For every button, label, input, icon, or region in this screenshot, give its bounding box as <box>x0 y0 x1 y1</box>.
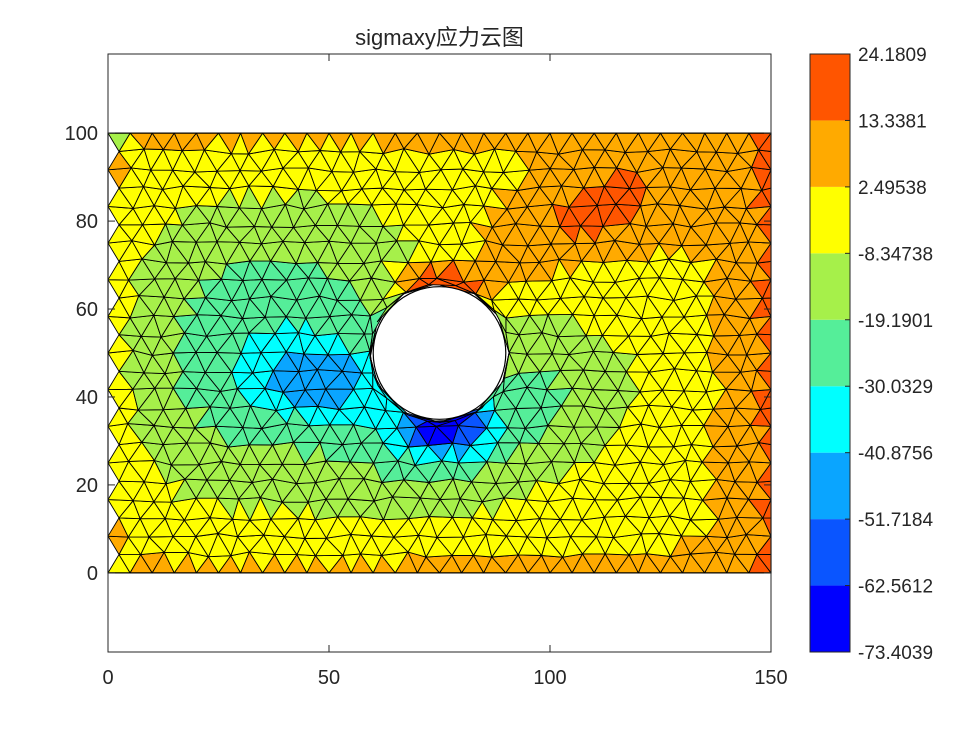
colorbar-band <box>810 54 850 121</box>
colorbar-band <box>810 386 850 453</box>
colorbar-frame <box>809 53 851 653</box>
colorbar-label: 2.49538 <box>858 178 927 199</box>
hole <box>372 286 507 420</box>
colorbar-band <box>810 585 850 652</box>
colorbar-label: -62.5612 <box>858 577 933 598</box>
y-tick-label: 20 <box>76 475 98 497</box>
chart-title: sigmaxy应力云图 <box>355 25 524 50</box>
x-tick-label: 100 <box>533 667 566 689</box>
colorbar-label: -40.8756 <box>858 444 933 465</box>
colorbar-band <box>810 120 850 187</box>
y-tick-label: 60 <box>76 299 98 321</box>
colorbar-band <box>810 253 850 320</box>
colorbar-label: -8.34738 <box>858 244 933 265</box>
colorbar: -73.4039 -62.5612 -51.7184 -40.8756 -30.0329… <box>809 45 933 664</box>
y-tick-label: 80 <box>76 211 98 233</box>
y-tick-label: 0 <box>87 563 98 585</box>
y-tick-label: 100 <box>65 123 98 145</box>
colorbar-label: 24.1809 <box>858 45 927 66</box>
y-tick-label: 40 <box>76 387 98 409</box>
colorbar-label: -51.7184 <box>858 510 933 531</box>
x-axis-ticks: 0 50 100 150 <box>102 54 788 689</box>
y-axis-ticks: 0 20 40 60 80 100 <box>65 123 771 585</box>
colorbar-band <box>810 319 850 387</box>
colorbar-label: 13.3381 <box>858 111 927 132</box>
x-tick-label: 150 <box>754 667 787 689</box>
mesh-element <box>369 321 378 359</box>
colorbar-label: -19.1901 <box>858 311 933 332</box>
mesh-layer <box>107 132 772 574</box>
x-tick-label: 50 <box>318 667 340 689</box>
axes-frame <box>107 53 772 653</box>
axes-box <box>107 53 772 653</box>
colorbar-band <box>810 519 850 586</box>
colorbar-label: -73.4039 <box>858 643 933 664</box>
x-tick-label: 0 <box>102 667 113 689</box>
colorbar-band <box>810 452 850 520</box>
colorbar-label: -30.0329 <box>858 377 933 398</box>
colorbar-band <box>810 186 850 254</box>
